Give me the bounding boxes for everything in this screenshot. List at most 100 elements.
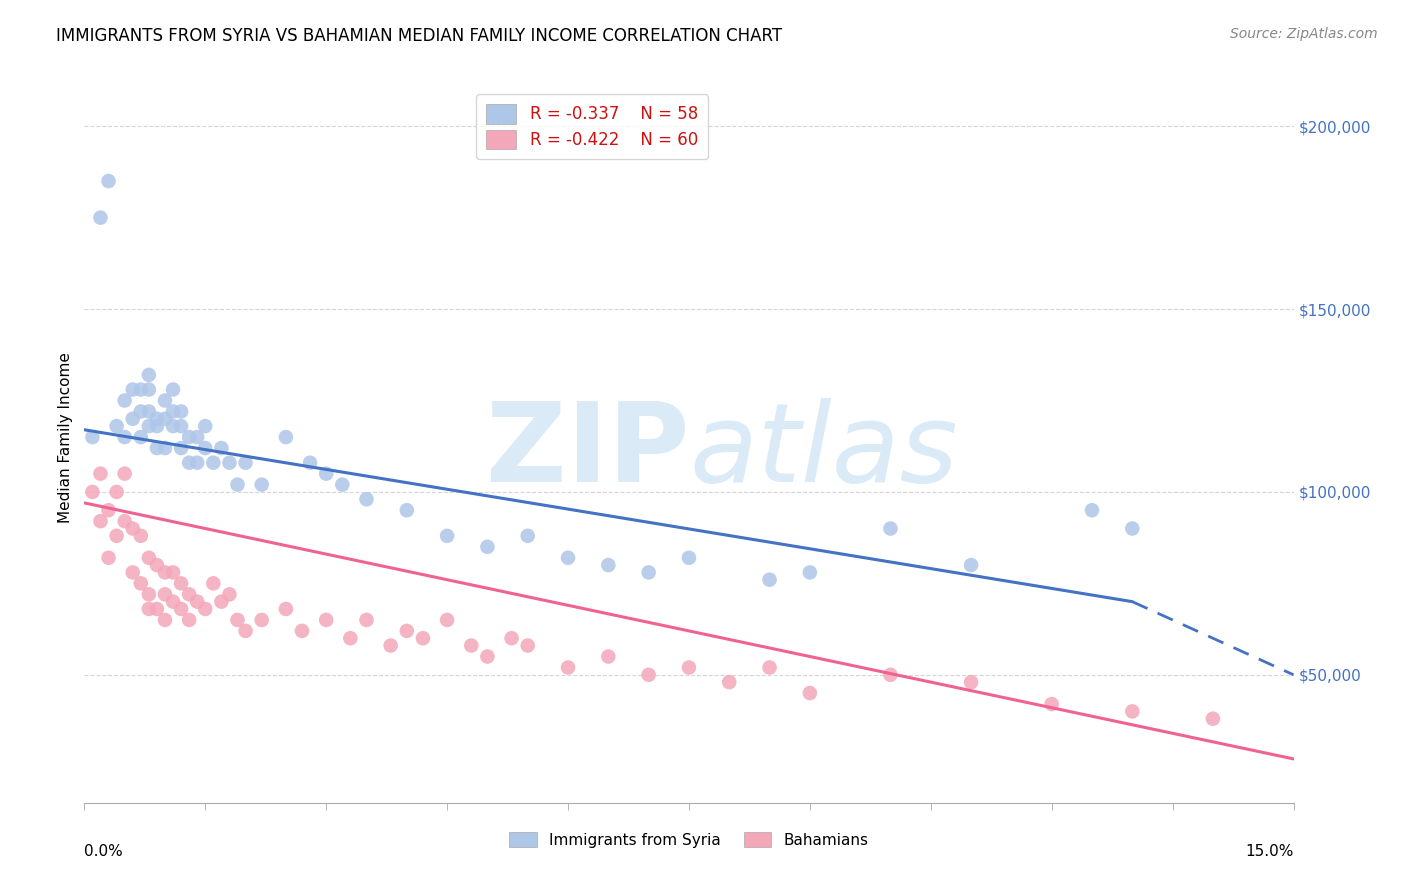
Point bbox=[121, 383, 143, 397]
Point bbox=[637, 566, 659, 580]
Point bbox=[89, 514, 111, 528]
Point bbox=[186, 430, 208, 444]
Point bbox=[516, 529, 538, 543]
Point bbox=[179, 456, 201, 470]
Point bbox=[436, 529, 458, 543]
Point bbox=[114, 514, 136, 528]
Point bbox=[170, 419, 193, 434]
Point bbox=[960, 558, 983, 573]
Point bbox=[356, 492, 378, 507]
Point bbox=[105, 419, 128, 434]
Point bbox=[162, 594, 184, 608]
Point bbox=[1121, 521, 1143, 535]
Point bbox=[105, 484, 128, 499]
Text: 15.0%: 15.0% bbox=[1246, 845, 1294, 860]
Point bbox=[598, 649, 620, 664]
Point bbox=[162, 419, 184, 434]
Point bbox=[194, 419, 217, 434]
Point bbox=[105, 529, 128, 543]
Point bbox=[718, 675, 741, 690]
Point bbox=[274, 430, 297, 444]
Point bbox=[170, 602, 193, 616]
Point bbox=[557, 550, 579, 565]
Point bbox=[138, 602, 160, 616]
Point bbox=[97, 503, 120, 517]
Point bbox=[1202, 712, 1225, 726]
Point bbox=[274, 602, 297, 616]
Point bbox=[97, 550, 120, 565]
Point bbox=[153, 411, 176, 425]
Point bbox=[235, 456, 257, 470]
Point bbox=[477, 540, 499, 554]
Point bbox=[194, 441, 217, 455]
Point bbox=[129, 383, 152, 397]
Point bbox=[138, 550, 160, 565]
Point bbox=[436, 613, 458, 627]
Point bbox=[138, 404, 160, 418]
Point bbox=[194, 602, 217, 616]
Point bbox=[146, 602, 169, 616]
Point bbox=[598, 558, 620, 573]
Point bbox=[89, 211, 111, 225]
Point bbox=[153, 441, 176, 455]
Point bbox=[114, 430, 136, 444]
Point bbox=[879, 667, 901, 681]
Point bbox=[162, 566, 184, 580]
Point bbox=[250, 613, 273, 627]
Point bbox=[501, 632, 523, 646]
Point bbox=[129, 430, 152, 444]
Point bbox=[299, 456, 322, 470]
Point bbox=[162, 404, 184, 418]
Point bbox=[186, 456, 208, 470]
Point bbox=[82, 430, 104, 444]
Point bbox=[179, 613, 201, 627]
Point bbox=[516, 639, 538, 653]
Y-axis label: Median Family Income: Median Family Income bbox=[58, 351, 73, 523]
Point bbox=[114, 467, 136, 481]
Point bbox=[960, 675, 983, 690]
Point bbox=[146, 558, 169, 573]
Point bbox=[395, 624, 418, 638]
Point bbox=[179, 587, 201, 601]
Point bbox=[678, 550, 700, 565]
Point bbox=[758, 573, 780, 587]
Point bbox=[1081, 503, 1104, 517]
Point bbox=[395, 503, 418, 517]
Point bbox=[153, 393, 176, 408]
Point bbox=[380, 639, 402, 653]
Point bbox=[162, 383, 184, 397]
Text: 0.0%: 0.0% bbox=[84, 845, 124, 860]
Point bbox=[153, 566, 176, 580]
Point bbox=[226, 613, 249, 627]
Point bbox=[235, 624, 257, 638]
Point bbox=[315, 467, 337, 481]
Point bbox=[82, 484, 104, 499]
Point bbox=[146, 441, 169, 455]
Point bbox=[121, 411, 143, 425]
Text: atlas: atlas bbox=[689, 398, 957, 505]
Point bbox=[97, 174, 120, 188]
Legend: Immigrants from Syria, Bahamians: Immigrants from Syria, Bahamians bbox=[503, 825, 875, 854]
Point bbox=[170, 576, 193, 591]
Point bbox=[291, 624, 314, 638]
Point bbox=[218, 456, 240, 470]
Point bbox=[356, 613, 378, 627]
Point bbox=[477, 649, 499, 664]
Point bbox=[170, 441, 193, 455]
Point bbox=[170, 404, 193, 418]
Point bbox=[637, 667, 659, 681]
Point bbox=[138, 587, 160, 601]
Point bbox=[89, 467, 111, 481]
Point bbox=[153, 613, 176, 627]
Point bbox=[209, 594, 232, 608]
Point bbox=[758, 660, 780, 674]
Text: Source: ZipAtlas.com: Source: ZipAtlas.com bbox=[1230, 27, 1378, 41]
Point bbox=[879, 521, 901, 535]
Point bbox=[412, 632, 434, 646]
Point bbox=[202, 456, 225, 470]
Text: IMMIGRANTS FROM SYRIA VS BAHAMIAN MEDIAN FAMILY INCOME CORRELATION CHART: IMMIGRANTS FROM SYRIA VS BAHAMIAN MEDIAN… bbox=[56, 27, 782, 45]
Point bbox=[138, 419, 160, 434]
Point bbox=[138, 383, 160, 397]
Point bbox=[678, 660, 700, 674]
Point bbox=[202, 576, 225, 591]
